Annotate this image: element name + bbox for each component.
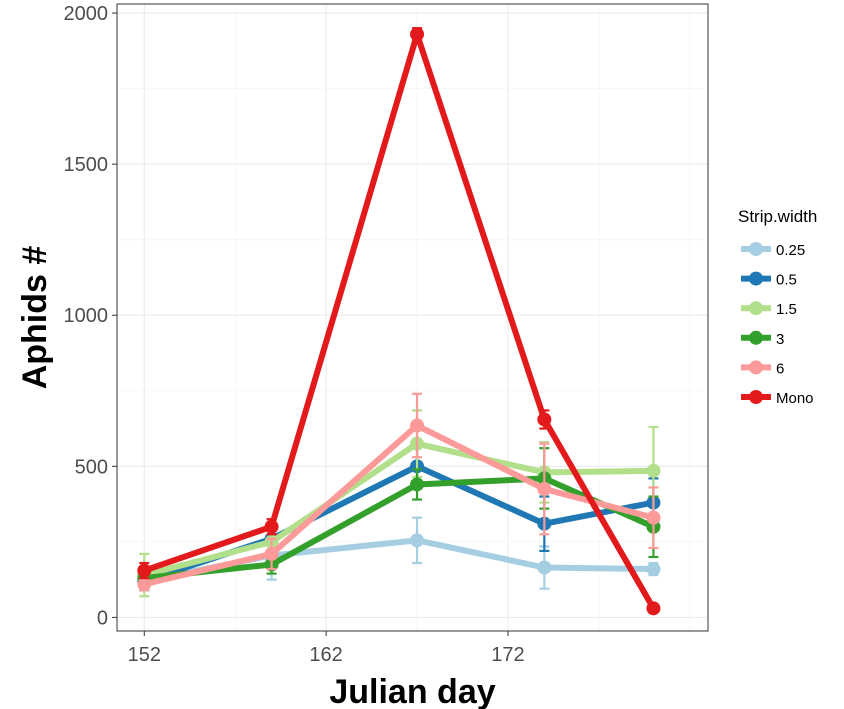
series-line — [143, 31, 657, 610]
legend-label: 3 — [776, 331, 784, 348]
data-point — [410, 27, 425, 42]
y-tick-label: 1000 — [64, 305, 109, 327]
data-point — [264, 519, 279, 534]
axes: 152 162 172 0 500 1000 1500 2000 — [64, 3, 525, 666]
legend-title: Strip.width — [738, 207, 817, 226]
series-Mono — [137, 27, 661, 616]
x-tick-label: 162 — [309, 644, 342, 666]
legend-item: 0.5 — [741, 271, 797, 289]
data-point — [537, 412, 552, 427]
legend-label: 0.5 — [776, 272, 797, 289]
x-tick-label: 152 — [128, 644, 161, 666]
data-point — [537, 481, 552, 496]
data-point — [410, 418, 425, 433]
data-point — [537, 560, 552, 575]
x-tick-label: 172 — [491, 644, 524, 666]
series-line — [143, 440, 654, 579]
y-tick-label: 2000 — [64, 3, 109, 25]
data-point — [646, 601, 661, 616]
legend-label: 0.25 — [776, 242, 805, 259]
data-point — [264, 546, 279, 561]
y-tick-label: 1500 — [64, 154, 109, 176]
legend-item: 6 — [741, 360, 784, 377]
legend: Strip.width 0.25 0.5 1.5 3 6 Mono — [738, 207, 817, 407]
plot-panel — [116, 3, 709, 632]
series-line — [143, 422, 655, 588]
y-tick-label: 500 — [75, 456, 108, 478]
legend-key-point — [749, 271, 763, 286]
y-tick-label: 0 — [97, 607, 108, 629]
legend-key-point — [749, 360, 763, 375]
data-point — [137, 577, 152, 592]
data-point — [137, 563, 152, 578]
y-axis-title: Aphids # — [16, 246, 54, 390]
legend-key-point — [749, 330, 763, 345]
legend-item: Mono — [741, 390, 814, 407]
legend-key-point — [749, 301, 763, 316]
series-layer — [137, 27, 661, 616]
data-point — [410, 533, 425, 548]
series-0.25 — [137, 516, 661, 590]
data-point — [646, 510, 661, 525]
legend-item: 3 — [741, 330, 784, 348]
legend-item: 0.25 — [741, 242, 805, 259]
data-point — [410, 477, 425, 492]
legend-label: Mono — [776, 390, 814, 407]
legend-label: 6 — [776, 360, 784, 377]
legend-key-point — [749, 242, 763, 256]
data-point — [646, 562, 661, 577]
data-point — [646, 463, 661, 478]
series-6 — [137, 392, 661, 592]
x-axis-title: Julian day — [329, 673, 495, 709]
legend-item: 1.5 — [741, 301, 797, 318]
legend-label: 1.5 — [776, 301, 797, 318]
legend-key-point — [749, 390, 763, 404]
